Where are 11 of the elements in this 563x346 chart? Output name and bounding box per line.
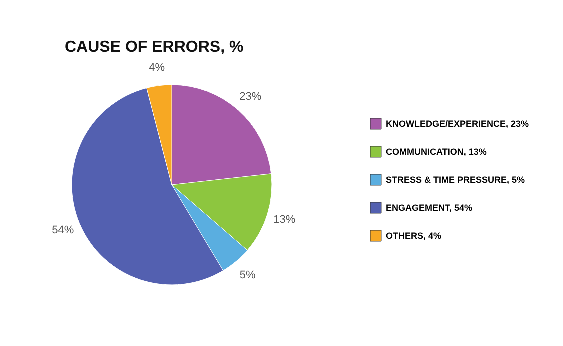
data-label: 4% <box>149 62 166 74</box>
data-label: 13% <box>274 214 296 226</box>
chart-title: CAUSE OF ERRORS, % <box>65 39 244 56</box>
legend-label: OTHERS, 4% <box>386 231 442 241</box>
data-label: 54% <box>52 224 74 237</box>
data-label: 5% <box>240 269 256 282</box>
legend-label: KNOWLEDGE/EXPERIENCE, 23% <box>386 119 530 129</box>
legend-label: ENGAGEMENT, 54% <box>386 203 473 213</box>
legend-label: STRESS & TIME PRESSURE, 5% <box>386 175 526 185</box>
legend-label: COMMUNICATION, 13% <box>386 147 487 157</box>
data-label: 23% <box>240 91 262 104</box>
